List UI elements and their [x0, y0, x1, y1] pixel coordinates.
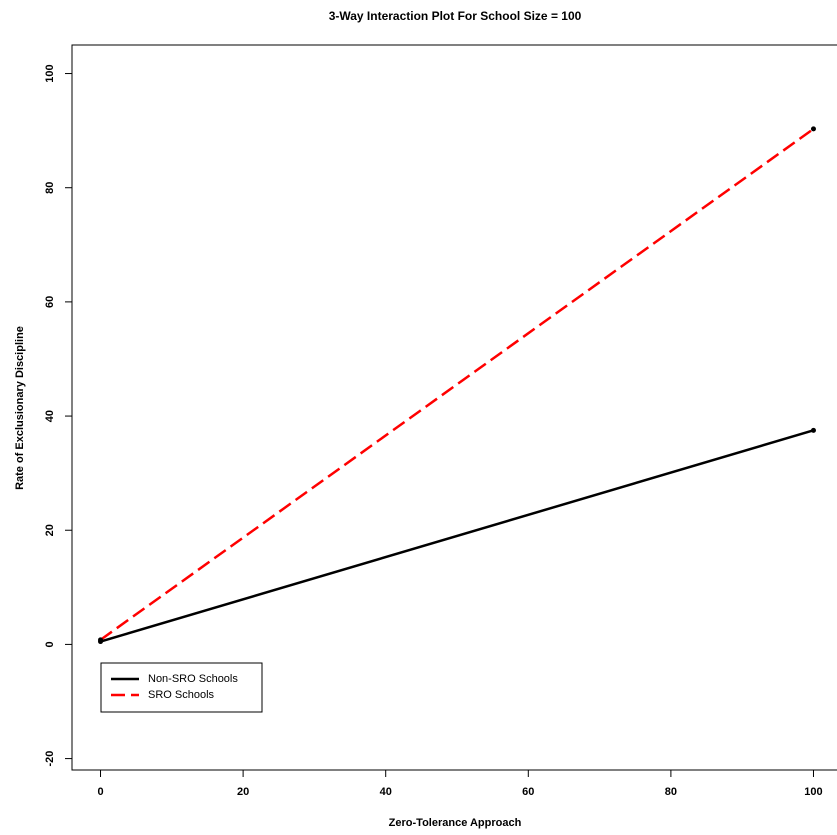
legend-box [100, 662, 263, 713]
y-tick-label: 60 [44, 296, 56, 308]
y-tick-label: 40 [44, 410, 56, 422]
y-tick-label: -20 [44, 751, 56, 767]
plot-frame [71, 44, 837, 771]
data-point [810, 126, 816, 132]
y-axis-label: Rate of Exclusionary Discipline [14, 326, 26, 490]
x-tick-label: 40 [380, 786, 392, 798]
legend-label: SRO Schools [148, 689, 215, 701]
series-line [100, 429, 814, 643]
y-tick-label: 0 [44, 641, 56, 647]
chart-title: 3-Way Interaction Plot For School Size =… [329, 9, 582, 23]
x-tick-label: 0 [97, 786, 103, 798]
x-axis-label: Zero-Tolerance Approach [389, 817, 522, 829]
data-point [810, 427, 816, 433]
x-tick-label: 80 [665, 786, 677, 798]
x-tick-label: 20 [237, 786, 249, 798]
x-tick-label: 60 [522, 786, 534, 798]
x-tick-label: 100 [804, 786, 822, 798]
y-tick-label: 80 [44, 182, 56, 194]
series-line [99, 127, 815, 641]
legend-label: Non-SRO Schools [148, 673, 238, 685]
y-tick-label: 100 [44, 64, 56, 82]
data-point [98, 637, 104, 643]
y-tick-label: 20 [44, 524, 56, 536]
